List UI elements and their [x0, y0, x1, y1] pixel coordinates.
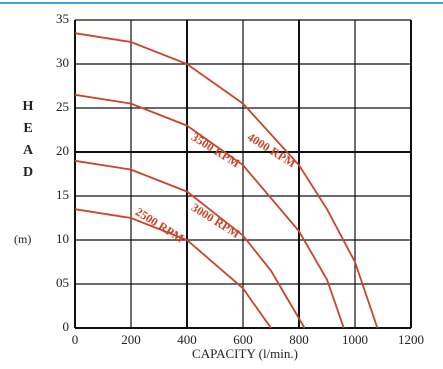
curve-label: 3500 RPM: [189, 130, 242, 171]
x-tick-label: 600: [233, 332, 253, 347]
x-tick-label: 200: [121, 332, 141, 347]
x-tick-label: 800: [289, 332, 309, 347]
y-tick-label: 15: [56, 187, 69, 202]
curve-label: 3000 RPM: [189, 200, 242, 241]
y-tick-label: 35: [56, 11, 69, 26]
y-tick-label: 25: [56, 99, 69, 114]
y-tick-label: 30: [56, 55, 69, 70]
x-tick-label: 1000: [342, 332, 368, 347]
curve: [74, 32, 379, 329]
y-tick-label: 10: [56, 231, 69, 246]
x-tick-label: 400: [177, 332, 197, 347]
curve: [74, 159, 306, 329]
curve-label: 2500 RPM: [133, 205, 186, 246]
curve: [74, 93, 345, 329]
y-tick-label: 20: [56, 143, 69, 158]
y-axis-unit: (m): [14, 232, 32, 246]
curve: [74, 208, 272, 329]
x-tick-label: 0: [72, 332, 79, 347]
y-tick-label: 0: [63, 319, 70, 334]
y-tick-label: 05: [56, 275, 69, 290]
x-axis-label: CAPACITY (l/min.): [192, 346, 298, 361]
x-tick-label: 1200: [398, 332, 424, 347]
y-axis-label: HEAD: [22, 99, 34, 180]
